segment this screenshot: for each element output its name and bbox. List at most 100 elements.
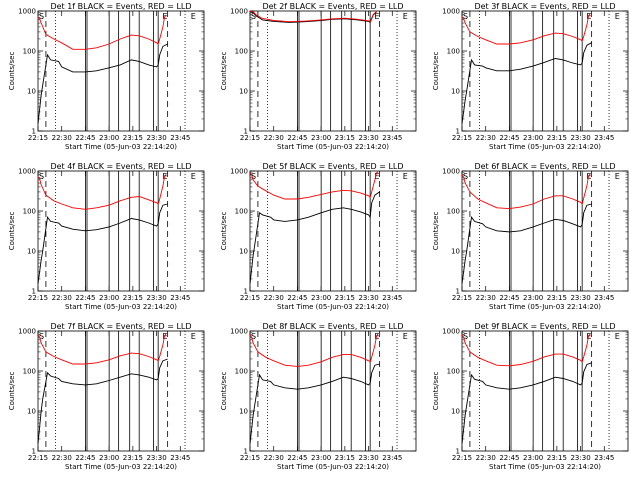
- flag-label: E: [191, 332, 196, 341]
- x-axis-label: Start Time (05-Jun-03 22:14:20): [65, 143, 177, 151]
- x-tick-label: 22:15: [28, 454, 48, 462]
- y-tick-label: 100: [447, 48, 460, 56]
- y-tick-label: 1: [456, 128, 460, 136]
- x-axis-label: Start Time (05-Jun-03 22:14:20): [65, 303, 177, 311]
- events-series-line: [37, 43, 168, 125]
- x-tick-label: 23:00: [523, 454, 543, 462]
- x-tick-label: 23:15: [335, 294, 355, 302]
- panel-2: Det 2f BLACK = Events, RED = LLD 1 10 100 10…: [220, 2, 417, 151]
- panel-5: Det 5f BLACK = Events, RED = LLD 1 10 100 10…: [220, 162, 417, 311]
- y-tick-label: 100: [235, 208, 248, 216]
- y-tick-label: 1000: [230, 168, 248, 176]
- events-series-line: [249, 191, 380, 285]
- x-tick-label: 22:15: [452, 454, 472, 462]
- panel-6: Det 6f BLACK = Events, RED = LLD 1 10 100 10…: [432, 162, 629, 311]
- x-tick-label: 23:45: [170, 454, 190, 462]
- x-tick-label: 22:45: [75, 454, 95, 462]
- y-tick-label: 1000: [442, 328, 460, 336]
- flag-label: E: [191, 172, 196, 181]
- x-tick-label: 23:45: [594, 134, 614, 142]
- y-tick-label: 1000: [230, 8, 248, 16]
- x-axis-label: Start Time (05-Jun-03 22:14:20): [277, 303, 389, 311]
- x-axis-label: Start Time (05-Jun-03 22:14:20): [277, 463, 389, 471]
- y-axis-label: Counts/sec: [8, 52, 16, 91]
- y-tick-label: 100: [23, 208, 36, 216]
- x-tick-label: 22:15: [452, 134, 472, 142]
- lld-series-line: [249, 10, 377, 23]
- flag-label: S: [463, 332, 468, 341]
- x-tick-label: 23:00: [523, 134, 543, 142]
- y-axis-label: Counts/sec: [220, 372, 228, 411]
- x-tick-label: 22:45: [75, 294, 95, 302]
- x-tick-label: 23:15: [547, 134, 567, 142]
- flag-label: S: [39, 172, 44, 181]
- x-tick-label: 23:15: [547, 294, 567, 302]
- x-tick-label: 23:15: [123, 454, 143, 462]
- x-tick-label: 23:15: [547, 454, 567, 462]
- x-tick-label: 23:45: [594, 454, 614, 462]
- y-tick-label: 10: [451, 248, 460, 256]
- x-tick-label: 23:30: [146, 294, 166, 302]
- y-tick-label: 10: [27, 408, 36, 416]
- y-axis-label: Counts/sec: [220, 52, 228, 91]
- plot-frame: [461, 330, 629, 452]
- x-tick-label: 23:30: [358, 294, 378, 302]
- y-axis-label: Counts/sec: [8, 372, 16, 411]
- x-tick-label: 23:15: [335, 454, 355, 462]
- flag-label: S: [251, 332, 256, 341]
- y-tick-label: 1000: [18, 168, 36, 176]
- events-series-line: [249, 10, 377, 24]
- flag-label: S: [463, 172, 468, 181]
- plot-frame: [461, 10, 629, 132]
- events-series-line: [461, 362, 592, 445]
- x-tick-label: 23:30: [570, 294, 590, 302]
- events-series-line: [37, 358, 168, 445]
- y-tick-label: 1: [456, 288, 460, 296]
- y-axis-label: Counts/sec: [8, 212, 16, 251]
- x-tick-label: 22:45: [287, 294, 307, 302]
- x-tick-label: 23:15: [123, 294, 143, 302]
- flag-label: S: [39, 332, 44, 341]
- lld-series-line: [461, 173, 591, 210]
- y-tick-label: 10: [27, 248, 36, 256]
- x-tick-label: 22:30: [476, 454, 496, 462]
- flag-label: E: [403, 12, 408, 21]
- x-tick-label: 22:45: [499, 294, 519, 302]
- y-tick-label: 1000: [18, 8, 36, 16]
- x-tick-label: 23:00: [311, 134, 331, 142]
- events-series-line: [461, 42, 592, 125]
- y-tick-label: 1: [244, 288, 248, 296]
- panel-title: Det 1f BLACK = Events, RED = LLD: [50, 2, 191, 11]
- y-axis-label: Counts/sec: [220, 212, 228, 251]
- x-axis-label: Start Time (05-Jun-03 22:14:20): [489, 143, 601, 151]
- x-tick-label: 22:45: [287, 454, 307, 462]
- flag-label: S: [251, 12, 256, 21]
- events-series-line: [249, 363, 380, 445]
- y-tick-label: 1000: [230, 328, 248, 336]
- x-tick-label: 22:15: [240, 134, 260, 142]
- x-tick-label: 22:15: [28, 294, 48, 302]
- x-tick-label: 23:15: [335, 134, 355, 142]
- y-tick-label: 100: [447, 208, 460, 216]
- y-tick-label: 1000: [442, 8, 460, 16]
- y-tick-label: 1: [32, 448, 36, 456]
- lld-series-line: [461, 333, 591, 367]
- flag-label: S: [251, 172, 256, 181]
- y-tick-label: 10: [27, 88, 36, 96]
- x-axis-label: Start Time (05-Jun-03 22:14:20): [277, 143, 389, 151]
- x-tick-label: 22:45: [499, 134, 519, 142]
- x-tick-label: 23:00: [99, 454, 119, 462]
- y-tick-label: 10: [451, 408, 460, 416]
- plot-frame: [37, 10, 205, 132]
- x-tick-label: 23:45: [594, 294, 614, 302]
- plot-frame: [461, 170, 629, 292]
- y-tick-label: 100: [235, 48, 248, 56]
- y-axis-label: Counts/sec: [432, 212, 440, 251]
- y-tick-label: 1: [32, 288, 36, 296]
- x-tick-label: 23:30: [146, 134, 166, 142]
- flag-label: E: [403, 332, 408, 341]
- panel-3: Det 3f BLACK = Events, RED = LLD 1 10 100 10…: [432, 2, 629, 151]
- panel-9: Det 9f BLACK = Events, RED = LLD 1 10 100 10…: [432, 322, 629, 471]
- y-axis-label: Counts/sec: [432, 372, 440, 411]
- x-tick-label: 23:15: [123, 134, 143, 142]
